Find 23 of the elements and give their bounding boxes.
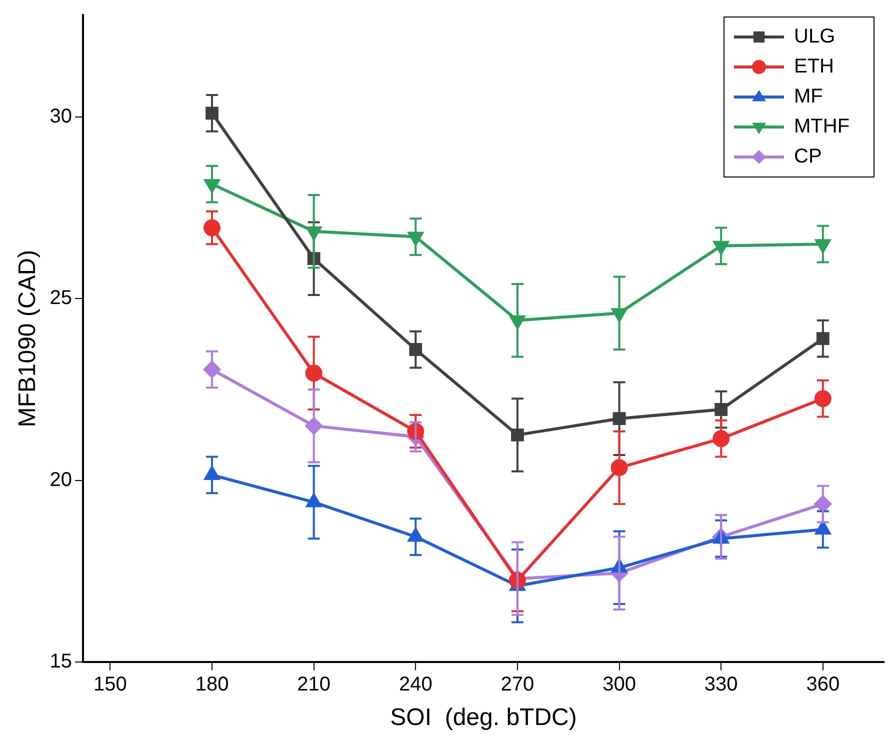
y-axis-title: MFB1090 (CAD): [14, 250, 42, 428]
x-tick-label: 360: [806, 674, 840, 696]
x-tick-label: 330: [704, 674, 738, 696]
legend-label: MTHF: [794, 116, 850, 138]
x-tick-label: 300: [602, 674, 636, 696]
y-tick-label: 15: [50, 650, 72, 673]
x-tick-label: 210: [297, 674, 331, 696]
x-axis-title: SOI (deg. bTDC): [390, 704, 577, 732]
legend-label: MF: [794, 86, 823, 108]
y-tick-label: 20: [50, 468, 72, 491]
x-tick-label: 270: [500, 674, 534, 696]
x-tick-label: 150: [94, 674, 127, 696]
legend-label: ULG: [794, 26, 836, 48]
point: [816, 332, 830, 346]
legend-label: ETH: [794, 56, 834, 78]
point: [409, 343, 422, 356]
x-tick-label: 180: [195, 674, 229, 696]
point: [714, 403, 728, 416]
y-tick-label: 25: [50, 287, 72, 310]
x-tick-label: 240: [398, 674, 432, 696]
y-tick-label: 30: [50, 105, 72, 128]
point: [511, 428, 524, 442]
legend-label: CP: [794, 146, 822, 168]
